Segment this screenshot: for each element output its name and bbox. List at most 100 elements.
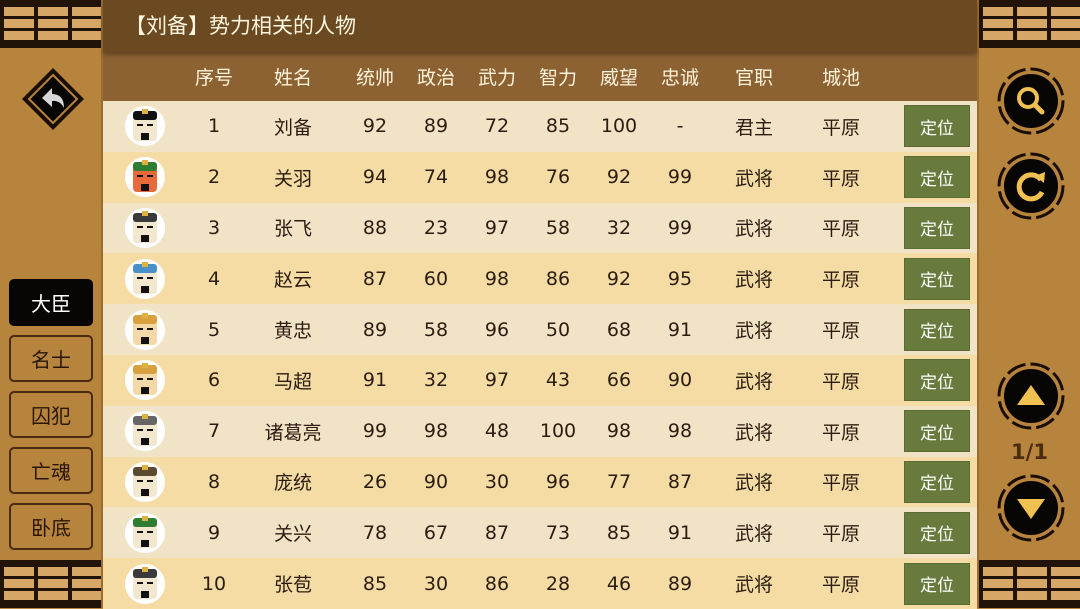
table-row[interactable]: 9 关兴 78 67 87 73 85 91 武将 平原 定位 [103,507,977,559]
cell-force: 86 [484,572,510,595]
tab-scholars[interactable]: 名士 [9,335,93,382]
cell-name: 赵云 [273,269,313,292]
search-icon[interactable] [997,67,1065,135]
page-title: 【刘备】势力相关的人物 [103,0,977,52]
greek-key-border [979,0,1080,48]
locate-button[interactable]: 定位 [904,460,970,503]
cell-loyalty: 90 [667,369,693,392]
avatar [125,207,165,248]
locate-button[interactable]: 定位 [904,410,970,453]
cell-office: 武将 [734,574,774,597]
cell-index: 10 [201,572,227,595]
cell-intellect: 43 [545,369,571,392]
cell-loyalty: 87 [667,470,693,493]
cell-intellect: 85 [545,115,571,138]
cell-city: 平原 [821,472,861,495]
cell-prestige: 32 [606,216,632,239]
locate-button[interactable]: 定位 [904,511,970,554]
table-row[interactable]: 6 马超 91 32 97 43 66 90 武将 平原 定位 [103,354,977,406]
cell-loyalty: - [676,115,684,138]
header-office: 官职 [734,67,774,89]
table-row[interactable]: 7 诸葛亮 99 98 48 100 98 98 武将 平原 定位 [103,405,977,457]
page-indicator: 1/1 [1011,440,1048,464]
cell-command: 92 [362,115,388,138]
locate-button[interactable]: 定位 [904,257,970,300]
cell-name: 刘备 [273,116,313,139]
cell-loyalty: 98 [667,420,693,443]
table-row[interactable]: 10 张苞 85 30 86 28 46 89 武将 平原 定位 [103,558,977,609]
cell-index: 8 [207,470,221,493]
header-force: 武力 [477,67,517,89]
avatar [125,563,165,604]
character-table: 1 刘备 92 89 72 85 100- 君主 平原 定位 2 关羽 94 74 98 76 92 99 武将平… [103,101,977,609]
cell-index: 3 [207,216,221,239]
cell-prestige: 46 [606,572,632,595]
back-arrow-icon[interactable] [22,68,84,130]
cell-index: 7 [207,420,221,443]
locate-button[interactable]: 定位 [904,308,970,351]
cell-name: 庞统 [273,472,313,495]
cell-prestige: 68 [606,318,632,341]
tab-spies[interactable]: 卧底 [9,503,93,550]
table-row[interactable]: 4 赵云 87 60 98 86 92 95 武将 平原 定位 [103,253,977,305]
cell-command: 89 [362,318,388,341]
tab-ministers[interactable]: 大臣 [9,279,93,326]
locate-button[interactable]: 定位 [904,105,970,148]
header-index: 序号 [194,67,234,89]
cell-office: 武将 [734,167,774,190]
locate-button[interactable]: 定位 [904,562,970,605]
main-panel: 【刘备】势力相关的人物 序号 姓名 统帅 政治 武力 智力 威望 忠诚 官职 城池 1 刘备 92 89… [103,0,977,609]
header-command: 统帅 [355,67,395,89]
cell-city: 平原 [821,269,861,292]
cell-office: 武将 [734,421,774,444]
refresh-icon[interactable] [997,152,1065,220]
cell-name: 张飞 [273,218,313,241]
locate-button[interactable]: 定位 [904,156,970,199]
cell-politics: 58 [423,318,449,341]
cell-intellect: 28 [545,572,571,595]
cell-force: 98 [484,166,510,189]
header-intellect: 智力 [538,67,578,89]
greek-key-border [0,560,101,608]
tab-prisoners[interactable]: 囚犯 [9,391,93,438]
locate-button[interactable]: 定位 [904,359,970,402]
table-row[interactable]: 2 关羽 94 74 98 76 92 99 武将 平原 定位 [103,151,977,203]
cell-politics: 98 [423,420,449,443]
cell-politics: 74 [423,166,449,189]
cell-loyalty: 91 [667,318,693,341]
cell-force: 87 [484,521,510,544]
cell-city: 平原 [821,167,861,190]
table-row[interactable]: 3 张飞 88 23 97 58 32 99 武将 平原 定位 [103,202,977,254]
header-loyalty: 忠诚 [660,67,700,89]
header-politics: 政治 [416,67,456,89]
cell-loyalty: 99 [667,166,693,189]
cell-politics: 23 [423,216,449,239]
cell-loyalty: 89 [667,572,693,595]
table-row[interactable]: 1 刘备 92 89 72 85 100 - 君主 平原 定位 [103,101,977,152]
cell-politics: 89 [423,115,449,138]
cell-name: 张苞 [273,574,313,597]
cell-index: 9 [207,521,221,544]
tab-spirits[interactable]: 亡魂 [9,447,93,494]
avatar [125,512,165,553]
cell-politics: 30 [423,572,449,595]
cell-city: 平原 [821,370,861,393]
left-sidebar: 大臣名士囚犯亡魂卧底 [0,0,103,608]
cell-politics: 32 [423,369,449,392]
table-row[interactable]: 8 庞统 26 90 30 96 77 87 武将 平原 定位 [103,456,977,508]
header-prestige: 威望 [599,67,639,89]
cell-city: 平原 [821,116,861,139]
cell-loyalty: 91 [667,521,693,544]
table-row[interactable]: 5 黄忠 89 58 96 50 68 91 武将 平原 定位 [103,304,977,355]
cell-index: 2 [207,166,221,189]
page-up-button[interactable] [997,362,1065,430]
cell-command: 88 [362,216,388,239]
cell-command: 91 [362,369,388,392]
cell-intellect: 58 [545,216,571,239]
cell-office: 武将 [734,320,774,343]
locate-button[interactable]: 定位 [904,206,970,249]
avatar [125,309,165,350]
right-sidebar: 1/1 [977,0,1080,608]
cell-name: 马超 [273,370,313,393]
page-down-button[interactable] [997,474,1065,542]
